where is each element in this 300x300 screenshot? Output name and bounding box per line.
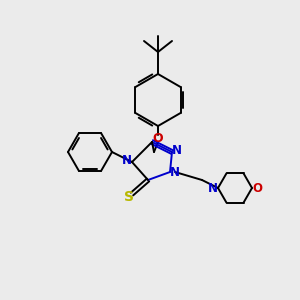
Text: S: S: [124, 190, 134, 204]
Text: O: O: [252, 182, 262, 194]
Text: N: N: [208, 182, 218, 194]
Text: N: N: [172, 143, 182, 157]
Text: N: N: [122, 154, 132, 167]
Text: N: N: [170, 167, 180, 179]
Text: O: O: [153, 131, 163, 145]
